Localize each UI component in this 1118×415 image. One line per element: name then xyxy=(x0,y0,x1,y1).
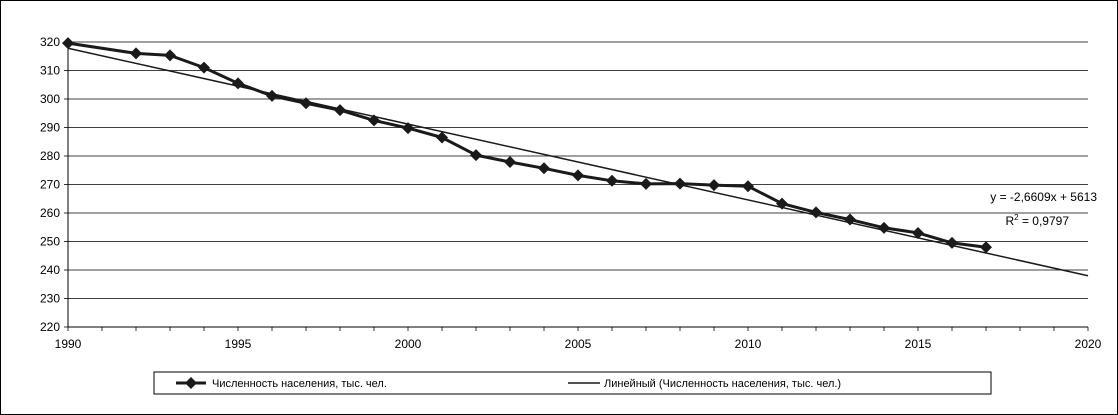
y-tick-label: 320 xyxy=(40,35,60,49)
y-tick-label: 280 xyxy=(40,149,60,163)
population-point xyxy=(640,177,652,190)
legend: Численность населения, тыс. чел. Линейны… xyxy=(153,371,992,395)
population-point xyxy=(300,97,312,110)
population-point xyxy=(572,169,584,182)
population-point xyxy=(946,236,958,249)
y-tick-label: 290 xyxy=(40,121,60,135)
population-point xyxy=(504,155,516,168)
y-tick-label: 230 xyxy=(40,292,60,306)
population-point xyxy=(130,47,142,60)
population-point xyxy=(538,162,550,175)
x-tick-label: 2005 xyxy=(565,337,592,351)
y-tick-label: 220 xyxy=(40,320,60,334)
x-tick-label: 2015 xyxy=(905,337,932,351)
population-point xyxy=(266,89,278,102)
population-point xyxy=(164,49,176,62)
legend-series-label: Численность населения, тыс. чел. xyxy=(212,378,387,390)
population-point xyxy=(674,177,686,190)
r2-exponent: 2 xyxy=(1014,213,1019,222)
axis-layer: 220 230 240 250 260 270 280 290 300 310 320 1990 199… xyxy=(40,35,1102,351)
x-tick-label: 2020 xyxy=(1075,337,1102,351)
series-layer xyxy=(62,37,1089,277)
y-tick-label: 250 xyxy=(40,235,60,249)
population-point xyxy=(742,180,754,193)
grid-layer xyxy=(68,41,1088,328)
population-point xyxy=(470,149,482,162)
population-point xyxy=(62,37,74,50)
population-point xyxy=(198,61,210,74)
y-tick-label: 240 xyxy=(40,263,60,277)
x-tick-label: 1995 xyxy=(225,337,252,351)
trend-r-squared: R2 = 0,9797 xyxy=(1005,213,1069,228)
x-tick-label: 2010 xyxy=(735,337,762,351)
population-point xyxy=(334,104,346,117)
population-point xyxy=(708,179,720,192)
x-tick-label: 1990 xyxy=(55,337,82,351)
population-point xyxy=(810,206,822,219)
x-tick-label: 2000 xyxy=(395,337,422,351)
legend-trend-label: Линейный (Численность населения, тыс. че… xyxy=(604,378,841,390)
population-point xyxy=(776,197,788,210)
population-point xyxy=(844,213,856,226)
population-point xyxy=(368,114,380,127)
y-tick-label: 300 xyxy=(40,92,60,106)
population-point xyxy=(436,131,448,144)
r2-prefix: R xyxy=(1005,214,1014,228)
r2-value: = 0,9797 xyxy=(1019,214,1070,228)
y-tick-label: 310 xyxy=(40,64,60,78)
population-point xyxy=(402,122,414,135)
y-tick-label: 260 xyxy=(40,206,60,220)
y-tick-label: 270 xyxy=(40,178,60,192)
population-point xyxy=(606,174,618,187)
legend-series-marker xyxy=(185,377,197,389)
population-point xyxy=(232,77,244,90)
trend-equation: y = -2,6609x + 5613 xyxy=(990,190,1097,204)
population-point xyxy=(912,226,924,239)
population-point xyxy=(980,241,992,254)
population-point xyxy=(878,221,890,234)
